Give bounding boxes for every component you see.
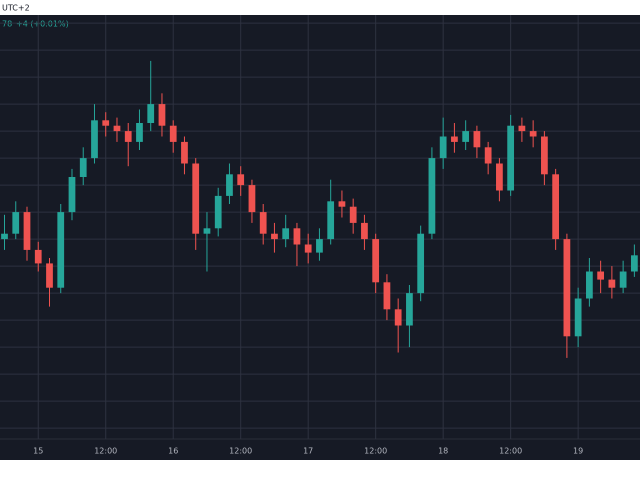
candle-body <box>552 174 560 240</box>
candle-body <box>113 125 121 132</box>
candle-body <box>428 158 436 234</box>
candle-body <box>383 282 391 310</box>
candle-body <box>563 239 571 337</box>
x-tick-label: 12:00 <box>364 447 387 456</box>
candle-body <box>349 206 357 223</box>
x-tick-label: 18 <box>438 447 448 456</box>
candle-body <box>316 239 323 253</box>
candle-body <box>237 174 245 186</box>
candle-body <box>608 279 616 288</box>
candle-body <box>68 177 76 213</box>
candle-body <box>586 271 593 299</box>
candle-body <box>507 125 515 191</box>
candle-body <box>23 212 31 250</box>
candle-body <box>271 233 278 240</box>
candle-body <box>597 271 605 280</box>
candle-body <box>282 228 290 240</box>
candle-body <box>192 163 200 234</box>
candle-body <box>91 120 98 159</box>
candle-body <box>529 131 537 137</box>
candle-body <box>124 131 132 142</box>
timezone: UTC+2 <box>2 4 30 13</box>
candle-body <box>451 136 458 142</box>
x-tick-label: 12:00 <box>229 447 252 456</box>
candle-body <box>203 228 211 234</box>
candle-body <box>12 212 20 234</box>
candle-body <box>293 228 301 245</box>
x-tick-label: 17 <box>303 447 313 456</box>
candle-body <box>518 125 526 132</box>
candle-body <box>169 125 177 142</box>
candle-body <box>79 158 87 178</box>
candle-body <box>181 141 188 164</box>
candle-body <box>259 212 267 234</box>
candle-body <box>34 249 42 264</box>
top-bar <box>0 0 640 15</box>
candle-body <box>417 233 425 294</box>
x-tick-label: 12:00 <box>94 447 117 456</box>
candle-body <box>473 131 481 148</box>
candle-body <box>372 239 380 283</box>
candle-body <box>484 147 492 164</box>
candle-body <box>619 271 627 288</box>
candle-body <box>248 185 256 213</box>
price-change: +4 (+0.01%) <box>16 20 69 29</box>
candle-body <box>394 309 402 326</box>
candle-body <box>327 201 335 240</box>
candle-body <box>136 123 143 142</box>
candle-body <box>46 263 53 288</box>
candle-body <box>102 120 110 126</box>
candle-body <box>439 136 447 159</box>
candle-body <box>226 174 233 196</box>
candle-body <box>158 104 166 126</box>
plot-background <box>0 15 640 460</box>
time-axis: 15 12:00 16 12:00 17 12:00 18 12:00 19 <box>33 447 583 456</box>
last-price: 78 <box>2 20 12 29</box>
candle-body <box>541 136 548 175</box>
candle-body <box>214 195 222 229</box>
candle-body <box>361 222 368 240</box>
x-tick-label: 12:00 <box>499 447 522 456</box>
candle-body <box>1 233 8 240</box>
candle-body <box>406 293 413 326</box>
candle-body <box>574 298 582 337</box>
x-tick-label: 15 <box>33 447 43 456</box>
candles <box>1 60 638 358</box>
candle-body <box>147 104 155 124</box>
candle-body <box>631 255 638 272</box>
candle-body <box>57 212 65 288</box>
x-tick-label: 19 <box>573 447 583 456</box>
x-tick-label: 16 <box>168 447 178 456</box>
candle-body <box>462 131 470 142</box>
grid <box>0 15 640 439</box>
candle-body <box>338 201 346 207</box>
candle-body <box>304 244 312 253</box>
candle-body <box>496 163 503 191</box>
